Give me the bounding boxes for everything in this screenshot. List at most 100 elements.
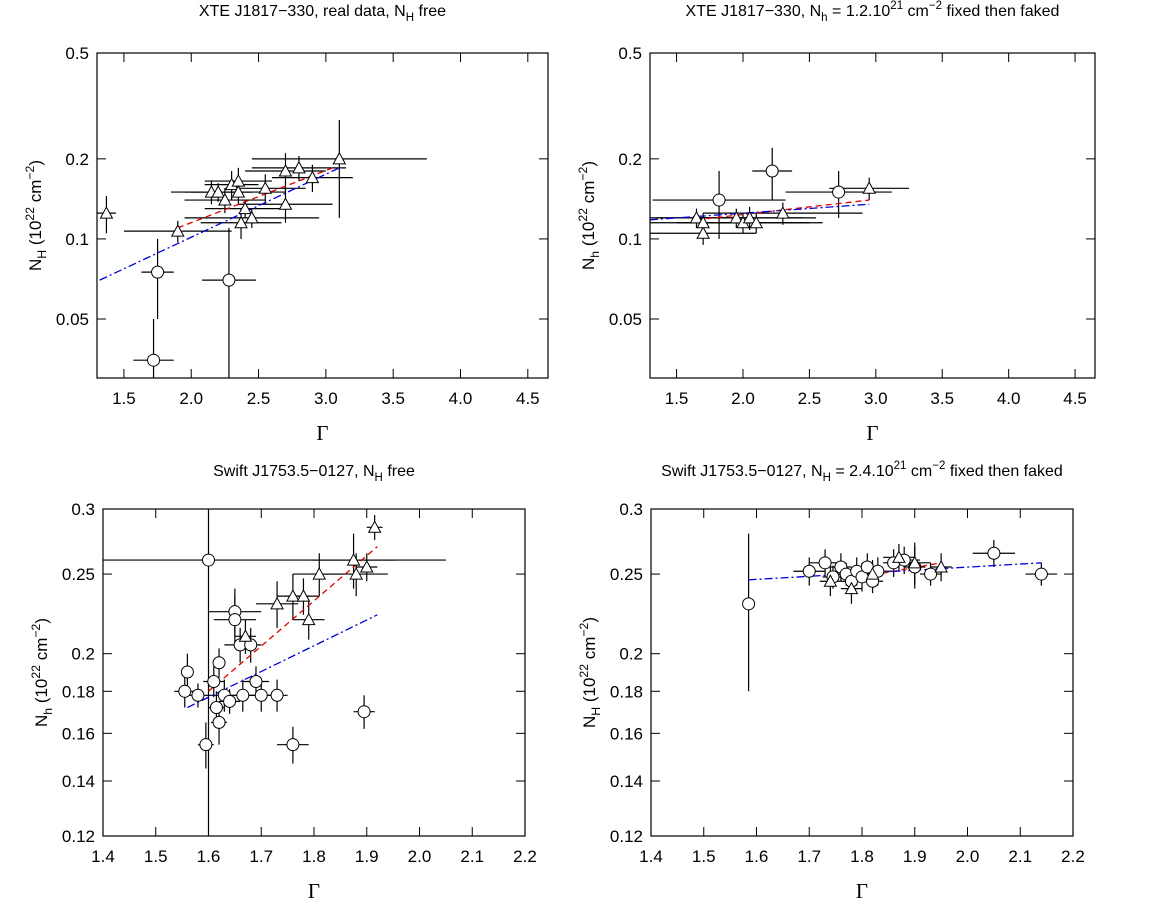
circle-marker [236, 688, 250, 702]
x-axis-label: Γ [866, 421, 878, 445]
x-tick-label: 1.9 [903, 847, 927, 866]
triangle-marker [865, 567, 880, 580]
y-axis-label: Nh (1022 cm−2) [576, 161, 602, 270]
circle-marker [228, 613, 242, 627]
text-part: ) [32, 618, 51, 624]
fit-line [177, 167, 333, 229]
circle-marker [712, 193, 726, 207]
text-part: = 2.4.10 [831, 463, 894, 480]
y-tick-label: 0.05 [56, 310, 89, 329]
text-part: 22 [29, 665, 43, 679]
text-part: h [41, 708, 55, 715]
y-tick-label: 0.05 [609, 310, 642, 329]
circle-marker [222, 273, 236, 287]
text-part: −2 [932, 460, 945, 472]
x-tick-label: 3.5 [930, 389, 954, 408]
x-axis-label: Γ [316, 421, 328, 445]
triangle-marker [238, 201, 252, 215]
circle-marker [178, 684, 192, 698]
triangle-marker [844, 581, 859, 595]
x-tick-label: 3.0 [864, 389, 888, 408]
triangle-marker [749, 215, 764, 229]
text-part: −2 [29, 623, 43, 637]
y-tick-label: 0.5 [65, 44, 89, 63]
fit-line [650, 203, 870, 221]
x-tick-label: 3.0 [314, 389, 338, 408]
circle-marker [802, 564, 816, 578]
circle-marker [249, 675, 263, 689]
triangle-marker [312, 567, 327, 580]
plot-area [97, 119, 427, 378]
y-tick-label: 0.16 [62, 724, 95, 743]
x-tick-label: 1.5 [665, 389, 689, 408]
x-tick-label: 3.5 [381, 389, 405, 408]
triangle-marker [258, 181, 273, 194]
triangle-marker [775, 206, 790, 219]
x-tick-label: 1.8 [302, 847, 326, 866]
circle-marker [244, 638, 258, 652]
x-tick-label: 1.5 [144, 847, 168, 866]
text-part: (10 [580, 678, 599, 707]
circle-marker [742, 597, 756, 611]
plot-area [103, 509, 446, 836]
x-axis-label: Γ [856, 879, 868, 903]
plot-frame [650, 508, 1074, 837]
text-part: (10 [579, 222, 598, 251]
triangle-marker [367, 520, 382, 533]
x-tick-label: 1.5 [112, 389, 136, 408]
text-part: −2 [576, 166, 590, 180]
y-tick-label: 0.12 [610, 827, 643, 846]
circle-marker [191, 688, 205, 702]
y-axis-label: NH (1022 cm−2) [23, 160, 49, 271]
y-tick-label: 0.18 [62, 682, 95, 701]
x-tick-label: 2.0 [179, 389, 203, 408]
text-part: h [821, 12, 827, 24]
y-tick-label: 0.2 [619, 645, 643, 664]
triangle-marker [278, 163, 293, 177]
text-part: H [406, 12, 414, 24]
text-part: N [32, 715, 51, 727]
x-tick-label: 4.0 [997, 389, 1021, 408]
plot-area [650, 147, 910, 245]
text-part: (10 [26, 221, 45, 250]
circle-marker [212, 715, 226, 729]
panel: Swift J1753.5−0127, NH = 2.4.1021 cm−2 f… [577, 460, 1085, 903]
circle-marker [199, 738, 213, 752]
triangle-marker [346, 553, 361, 566]
y-tick-label: 0.5 [618, 44, 642, 63]
plot-frame [102, 508, 526, 837]
circle-marker [254, 688, 268, 702]
text-part: −2 [929, 0, 942, 12]
triangle-marker [305, 170, 320, 184]
panel: XTE J1817−330, Nh = 1.2.1021 cm−2 fixed … [576, 0, 1096, 445]
circle-marker [832, 185, 846, 199]
text-part: cm [579, 181, 598, 208]
text-part: = 1.2.10 [828, 3, 891, 20]
x-tick-label: 1.5 [692, 847, 716, 866]
x-tick-label: 1.4 [91, 847, 115, 866]
y-tick-label: 0.12 [62, 827, 95, 846]
plot-area [742, 533, 1058, 692]
triangle-marker [332, 151, 347, 165]
text-part: H [823, 472, 831, 484]
text-part: XTE J1817−330, real data, N [199, 3, 406, 20]
fit-line [208, 546, 378, 692]
text-part: H [589, 707, 603, 716]
circle-marker [818, 556, 832, 570]
triangle-marker [301, 612, 316, 626]
triangle-marker [170, 224, 185, 237]
triangle-marker [286, 589, 300, 602]
text-part: ) [579, 161, 598, 167]
text-part: H [375, 472, 383, 484]
circle-marker [270, 688, 284, 702]
x-tick-label: 1.6 [745, 847, 769, 866]
triangle-marker [244, 210, 259, 224]
triangle-marker [218, 193, 232, 206]
y-tick-label: 0.3 [71, 500, 95, 519]
panel-title: XTE J1817−330, Nh = 1.2.1021 cm−2 fixed … [686, 0, 1060, 24]
text-part: fixed then faked [945, 463, 1062, 480]
triangle-marker [934, 559, 948, 573]
